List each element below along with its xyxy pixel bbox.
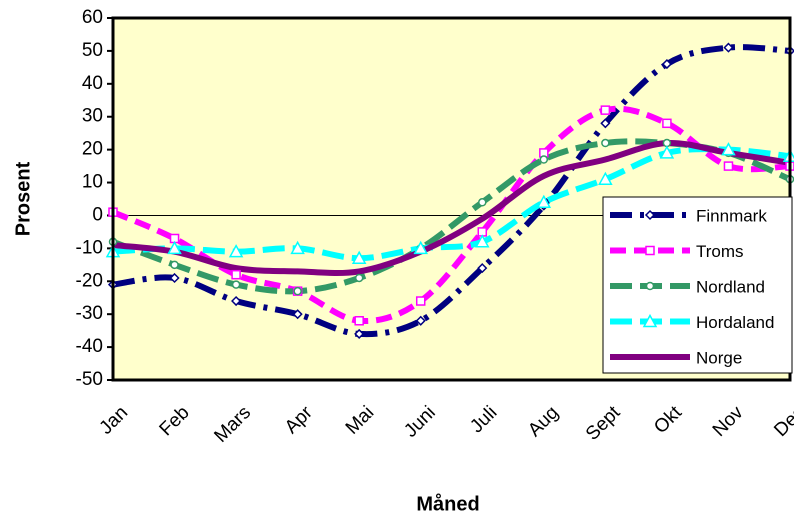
marker [413,240,428,255]
x-tick-label: Des [770,402,794,441]
x-tick-label: Mars [210,402,255,447]
y-tick-label: -20 [76,270,103,291]
marker [170,260,179,270]
x-tick-label: Jan [96,402,133,439]
marker [645,281,655,291]
marker [292,309,303,320]
marker [477,263,488,274]
marker [662,118,672,129]
marker [475,234,490,248]
legend-label: Norge [696,348,742,367]
legend: Finnmark Troms Nordland Hordaland Norge [602,196,793,374]
marker [723,161,734,171]
legend-label: Troms [696,242,744,261]
y-tick-label: 40 [82,73,103,94]
marker [351,250,367,264]
marker [642,313,658,328]
marker [167,240,182,255]
marker [415,296,426,306]
marker [600,118,611,129]
marker [659,145,675,159]
marker [231,269,241,280]
marker [169,272,180,284]
legend-label: Finnmark [696,206,767,225]
x-tick-label: Sept [582,402,625,445]
marker [231,295,242,307]
marker [644,209,656,221]
y-tick-label: 10 [82,172,103,193]
marker [645,245,655,256]
marker [354,328,365,339]
x-tick-label: Nov [709,402,748,441]
legend-label: Nordland [696,277,765,296]
x-tick-label: Juni [400,402,439,441]
marker [598,171,613,186]
marker [290,240,305,255]
marker [228,244,244,258]
x-tick-label: Feb [156,402,194,440]
x-tick-label: Aug [524,402,563,441]
legend-label: Hordaland [696,313,774,332]
x-axis-title: Måned [416,492,479,515]
marker [415,315,426,326]
marker [231,280,241,289]
legend-box [602,196,793,374]
marker [354,316,364,326]
marker [723,42,734,53]
x-tick-label: Juli [466,402,501,437]
y-tick-label: 60 [82,7,103,28]
y-axis-title: Prosent [12,161,34,236]
marker [478,198,487,207]
x-tick-label: Mai [342,402,379,439]
marker [539,155,549,164]
y-tick-label: -10 [76,237,103,258]
marker [601,138,610,148]
marker [536,194,552,209]
x-tick-label: Apr [281,402,317,438]
x-tick-label: Okt [650,402,686,438]
marker [293,286,302,296]
y-tick-label: -30 [76,303,103,324]
y-tick-label: -40 [76,336,103,357]
marker [661,59,672,70]
y-tick-label: -50 [76,369,103,390]
y-tick-label: 30 [82,106,103,127]
y-tick-label: 50 [82,40,103,61]
marker [721,142,736,156]
marker [600,105,611,115]
y-tick-label: 20 [82,139,103,160]
y-tick-label: 0 [92,204,103,225]
marker [354,273,364,283]
